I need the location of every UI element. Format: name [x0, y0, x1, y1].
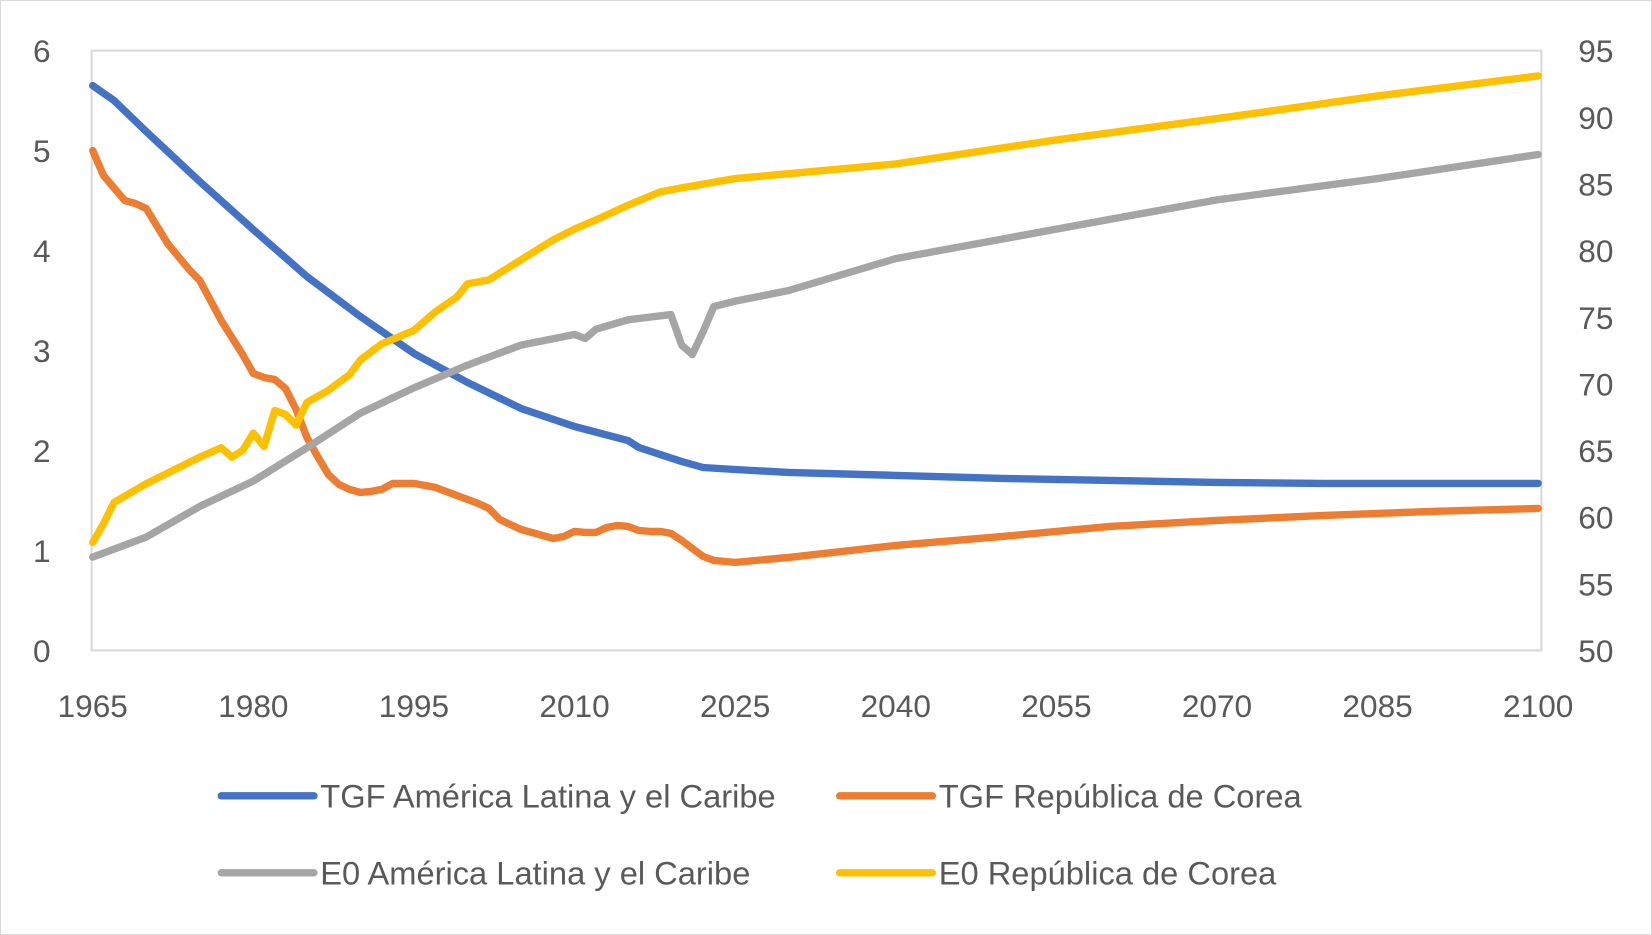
y-left-tick-label: 2	[33, 433, 51, 469]
y-right-tick-label: 85	[1578, 166, 1613, 202]
y-right-tick-label: 90	[1578, 100, 1613, 136]
y-right-tick-label: 60	[1578, 500, 1613, 536]
x-tick-label: 2085	[1342, 688, 1412, 724]
series-line-2	[89, 146, 1542, 567]
y-right-tick-label: 70	[1578, 366, 1613, 402]
y-left-tick-label: 3	[33, 333, 51, 369]
y-left-tick-label: 5	[33, 133, 51, 169]
series-line-3	[89, 150, 1542, 561]
y-left-tick-label: 6	[33, 33, 51, 69]
series-line-4	[89, 72, 1542, 547]
legend-label: E0 República de Corea	[939, 854, 1277, 891]
x-tick-label: 1965	[58, 688, 128, 724]
x-tick-label: 2040	[861, 688, 931, 724]
plot-area	[90, 49, 1543, 652]
y-left-tick-label: 1	[33, 533, 51, 569]
y-right-tick-label: 75	[1578, 300, 1613, 336]
legend-label: E0 América Latina y el Caribe	[320, 854, 750, 891]
legend-label: TGF América Latina y el Caribe	[320, 777, 775, 814]
y-left-tick-label: 4	[33, 233, 51, 269]
x-tick-label: 2010	[539, 688, 609, 724]
y-right-tick-label: 50	[1578, 633, 1613, 669]
x-tick-label: 2025	[700, 688, 770, 724]
y-right-tick-label: 80	[1578, 233, 1613, 269]
x-tick-label: 2055	[1021, 688, 1091, 724]
y-left-tick-label: 0	[33, 633, 51, 669]
y-right-tick-label: 55	[1578, 566, 1613, 602]
x-tick-label: 2070	[1182, 688, 1252, 724]
y-right-tick-label: 95	[1578, 33, 1613, 69]
y-right-tick-label: 65	[1578, 433, 1613, 469]
series-line-1	[89, 81, 1542, 488]
x-tick-label: 1995	[379, 688, 449, 724]
legend-label: TGF República de Corea	[939, 777, 1303, 814]
x-tick-label: 1980	[218, 688, 288, 724]
x-tick-label: 2100	[1503, 688, 1573, 724]
legend: TGF América Latina y el Caribe TGF Repúbl…	[217, 777, 1303, 891]
